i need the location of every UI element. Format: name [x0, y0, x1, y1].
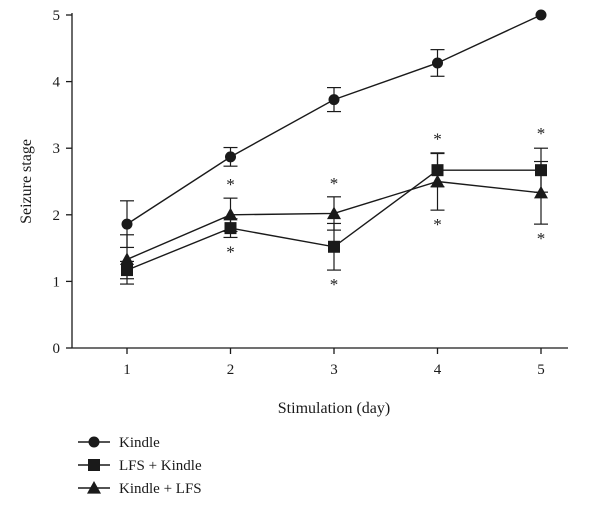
y-axis-title: Seizure stage	[18, 139, 35, 224]
significance-star-lfs-kindle: *	[330, 275, 339, 294]
x-tick-label: 1	[123, 362, 131, 378]
legend-marker-kindle	[88, 436, 100, 448]
y-tick-label: 4	[53, 75, 61, 91]
x-axis-ticks: 1 2 3 4 5	[123, 348, 545, 378]
data-point-kindle	[535, 9, 547, 21]
data-point-lfs-kindle	[224, 222, 237, 235]
data-point-lfs-kindle	[535, 164, 547, 177]
significance-star-lfs-kindle: *	[433, 130, 442, 149]
x-tick-label: 5	[537, 362, 545, 378]
data-point-kindle	[432, 57, 443, 69]
y-tick-label: 1	[53, 274, 61, 290]
series-kindle	[120, 9, 547, 249]
data-point-kindle-lfs	[327, 206, 341, 220]
x-axis-title: Stimulation (day)	[278, 400, 390, 417]
legend-label-lfs-kindle: LFS + Kindle	[119, 458, 202, 474]
significance-star-kindle-lfs: *	[226, 175, 235, 194]
data-point-lfs-kindle	[121, 264, 133, 277]
significance-layer: * * * * * * * *	[226, 124, 545, 294]
x-tick-label: 3	[330, 362, 338, 378]
legend-label-kindle: Kindle	[119, 435, 160, 451]
significance-star-kindle-lfs: *	[433, 215, 442, 234]
data-point-kindle	[225, 151, 236, 163]
series-layer	[120, 9, 548, 285]
y-tick-label: 2	[53, 208, 61, 224]
axes	[71, 13, 568, 349]
series-lfs-kindle	[120, 147, 548, 280]
legend-label-kindle-lfs: Kindle + LFS	[119, 481, 202, 497]
x-tick-label: 4	[434, 362, 442, 378]
data-point-lfs-kindle	[328, 240, 340, 253]
legend: Kindle LFS + Kindle Kindle + LFS	[78, 435, 202, 497]
significance-star-kindle-lfs: *	[330, 174, 339, 193]
y-tick-label: 5	[53, 8, 61, 24]
data-point-kindle	[121, 218, 133, 230]
significance-star-kindle-lfs: *	[537, 229, 546, 248]
legend-item-lfs-kindle: LFS + Kindle	[78, 458, 202, 474]
y-tick-label: 3	[53, 141, 61, 157]
data-point-kindle	[328, 94, 340, 106]
legend-item-kindle: Kindle	[78, 435, 160, 451]
significance-star-lfs-kindle: *	[226, 242, 235, 261]
y-tick-label: 0	[53, 341, 61, 357]
legend-marker-lfs-kindle	[88, 459, 100, 471]
data-point-lfs-kindle	[431, 164, 444, 177]
x-tick-label: 2	[227, 362, 235, 378]
legend-marker-kindle-lfs	[87, 481, 101, 494]
data-point-kindle-lfs	[223, 207, 238, 221]
significance-star-lfs-kindle: *	[537, 124, 546, 143]
y-axis-ticks: 0 1 2 3 4 5	[53, 8, 72, 357]
legend-item-kindle-lfs: Kindle + LFS	[78, 481, 202, 497]
